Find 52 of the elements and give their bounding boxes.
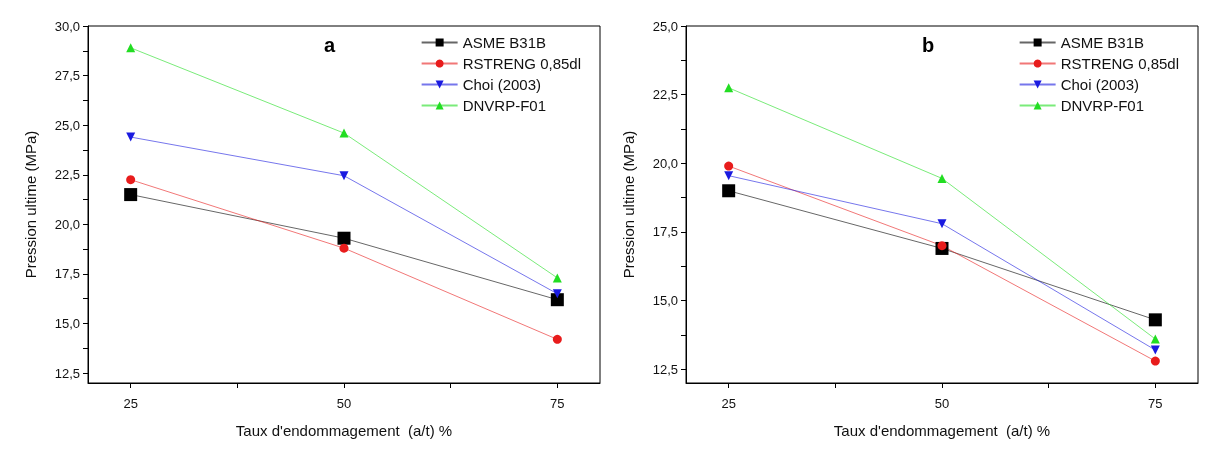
y-tick-label: 17,5 — [54, 266, 80, 282]
point — [550, 293, 564, 307]
legend-label: ASME B31B — [462, 34, 546, 51]
x-axis-title: Taux d'endommagement (a/t) % — [235, 422, 453, 439]
x-tick-label: 50 — [336, 396, 352, 411]
x-tick-label: 50 — [934, 396, 950, 411]
legend-label: DNVRP-F01 — [462, 97, 546, 114]
y-tick-label: 12,5 — [652, 361, 678, 377]
y-tick-label: 27,5 — [54, 68, 80, 84]
point — [1150, 334, 1160, 344]
point — [126, 175, 136, 185]
point — [937, 241, 947, 251]
y-tick-label: 20,0 — [652, 155, 678, 171]
y-axis-title: Pression ultime (MPa) — [22, 130, 39, 279]
point — [337, 231, 351, 245]
point — [722, 184, 736, 198]
point — [124, 188, 138, 202]
legend-label: Choi (2003) — [1060, 76, 1140, 93]
point — [339, 128, 349, 138]
y-tick-label: 12,5 — [54, 365, 80, 381]
y-tick-label: 15,0 — [652, 293, 678, 309]
point — [552, 289, 562, 299]
point — [937, 173, 947, 183]
legend-label: Choi (2003) — [462, 76, 542, 93]
point — [724, 161, 734, 171]
y-tick-label: 30,0 — [54, 18, 80, 34]
y-tick-label: 15,0 — [54, 316, 80, 331]
legend-label: RSTRENG 0,85dl — [1060, 55, 1179, 72]
point — [1150, 356, 1160, 366]
x-tick-label: 25 — [123, 396, 138, 411]
x-axis-title: Taux d'endommagement (a/t) % — [833, 422, 1051, 439]
point — [339, 171, 349, 181]
y-tick-label: 17,5 — [652, 224, 678, 240]
chart-title: a — [323, 34, 336, 56]
y-tick-label: 25,0 — [54, 117, 80, 133]
legend-label: RSTRENG 0,85dl — [462, 55, 581, 72]
legend-label: ASME B31B — [1060, 34, 1144, 51]
x-tick-label: 25 — [721, 396, 736, 411]
point — [1148, 313, 1162, 327]
point — [724, 171, 734, 181]
point — [339, 243, 349, 253]
y-tick-label: 20,0 — [54, 216, 80, 232]
y-axis-title: Pression ultime (MPa) — [620, 130, 637, 279]
point — [552, 334, 562, 344]
y-tick-label: 22,5 — [54, 167, 80, 183]
point — [937, 219, 947, 229]
y-tick-label: 25,0 — [652, 18, 678, 34]
legend-label: DNVRP-F01 — [1060, 97, 1144, 114]
x-tick-label: 75 — [1148, 396, 1163, 411]
x-tick-label: 75 — [550, 396, 565, 411]
chart-title: b — [921, 34, 935, 56]
y-tick-label: 22,5 — [652, 87, 678, 103]
